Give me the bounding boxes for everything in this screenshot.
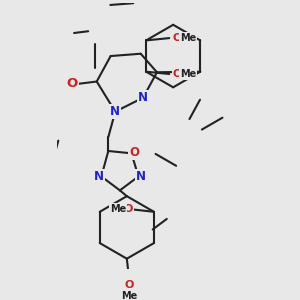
Text: O: O: [173, 33, 182, 43]
Text: O: O: [125, 280, 134, 290]
Text: N: N: [136, 170, 146, 183]
Text: O: O: [124, 204, 133, 214]
Text: Me: Me: [122, 291, 138, 300]
Text: O: O: [67, 77, 78, 90]
Text: Me: Me: [180, 33, 196, 43]
Text: Me: Me: [110, 204, 126, 214]
Text: O: O: [129, 146, 139, 159]
Text: N: N: [94, 170, 103, 183]
Text: N: N: [138, 91, 148, 104]
Text: N: N: [110, 105, 120, 118]
Text: O: O: [173, 70, 182, 80]
Text: Me: Me: [180, 70, 196, 80]
